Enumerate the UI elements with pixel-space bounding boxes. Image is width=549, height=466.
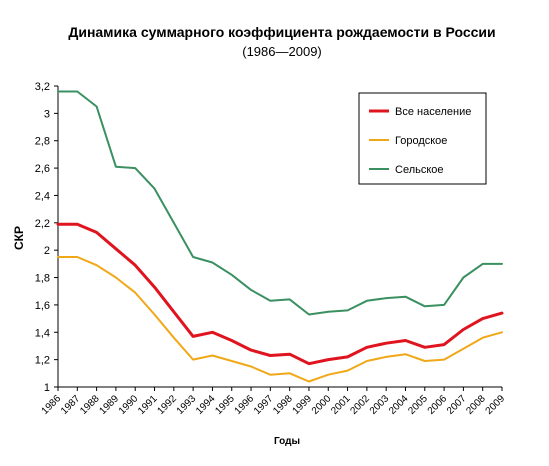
x-tick-label: 1997 [252, 393, 276, 417]
y-tick-label: 2,4 [35, 190, 50, 202]
x-tick-label: 2002 [348, 393, 372, 417]
y-tick-label: 1 [44, 382, 50, 394]
x-tick-label: 2006 [426, 393, 450, 417]
x-tick-label: 1992 [155, 393, 179, 417]
x-tick-label: 1991 [136, 393, 160, 417]
series-line-1 [56, 222, 504, 366]
x-tick-label: 1986 [40, 393, 64, 417]
x-tick-label: 2005 [406, 393, 430, 417]
x-tick-label: 1993 [175, 393, 199, 417]
y-tick-label: 2 [44, 245, 50, 257]
y-tick-label: 3 [44, 108, 50, 120]
x-tick-label: 1998 [271, 393, 295, 417]
series-lines [56, 90, 504, 383]
y-tick-label: 1,6 [35, 300, 50, 312]
x-tick-label: 2001 [329, 393, 353, 417]
x-tick-label: 2007 [445, 393, 469, 417]
legend: Все население Городское Сельское [358, 92, 487, 185]
y-tick-label: 2,2 [35, 218, 50, 230]
series-line-3 [57, 90, 503, 316]
legend-label: Сельское [395, 164, 444, 176]
x-tick-label: 2003 [368, 393, 392, 417]
x-tick-label: 2004 [387, 393, 411, 417]
y-tick-label: 3,2 [35, 81, 50, 93]
x-tick-label: 2009 [484, 393, 508, 417]
y-axis-label: СКР [12, 226, 26, 250]
x-tick-label: 1995 [213, 393, 237, 417]
x-tick-label: 1987 [59, 393, 83, 417]
y-tick-label: 1,8 [35, 273, 50, 285]
y-tick-label: 2,8 [35, 136, 50, 148]
x-tick-label: 1988 [78, 393, 102, 417]
axes [57, 86, 502, 388]
x-tick-label: 1989 [98, 393, 122, 417]
chart-subtitle: (1986—2009) [242, 44, 322, 59]
x-tick-label: 1999 [291, 393, 315, 417]
x-tick-label: 2008 [464, 393, 488, 417]
x-ticks: 1986198719881989199019911992199319941995… [40, 387, 508, 417]
x-tick-label: 2000 [310, 393, 334, 417]
y-tick-label: 2,6 [35, 163, 50, 175]
x-tick-label: 1994 [194, 393, 218, 417]
x-tick-label: 1996 [233, 393, 257, 417]
chart-title: Динамика суммарного коэффициента рождаем… [68, 24, 495, 40]
y-tick-label: 1,4 [35, 327, 50, 339]
x-axis-label: Годы [274, 436, 300, 447]
legend-label: Все население [395, 106, 471, 118]
x-tick-label: 1990 [117, 393, 141, 417]
series-line-2 [57, 256, 503, 383]
y-ticks: 1 1,2 1,4 1,6 1,8 2 2,2 2,4 2,6 2,8 3 3,2 [35, 81, 58, 394]
y-tick-label: 1,2 [35, 355, 50, 367]
legend-label: Городское [395, 135, 447, 147]
